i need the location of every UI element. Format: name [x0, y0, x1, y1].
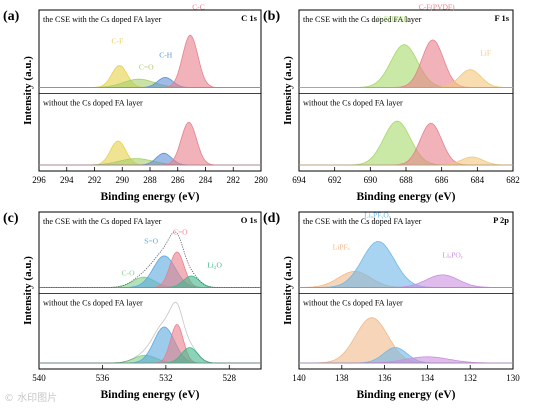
peak-c-f-tfsi--row2	[299, 120, 513, 166]
x-tick-label: 684	[471, 175, 485, 185]
plot-frame	[38, 211, 262, 370]
peak-c-h-row2	[39, 152, 261, 166]
panel-label: (a)	[3, 9, 20, 24]
x-tick-label: 138	[335, 373, 349, 383]
y-axis-label: Intensity (a.u.)	[282, 256, 294, 325]
peak-s-o-row2	[39, 326, 261, 364]
chart-panel-3: the CSE with the Cs doped FA layer withou…	[3, 211, 262, 401]
x-tick-label: 282	[227, 175, 241, 185]
panel-label: (b)	[263, 9, 280, 24]
row-label: without the Cs doped FA layer	[43, 299, 143, 308]
element-label: F 1s	[494, 13, 509, 23]
row-label: without the Cs doped FA layer	[303, 99, 403, 108]
envelope-row1	[39, 231, 261, 288]
x-axis-label: Binding energy (eV)	[100, 389, 199, 401]
x-tick-label: 292	[88, 175, 102, 185]
row-label: without the Cs doped FA layer	[303, 299, 403, 308]
peak-annotation: LiF	[480, 49, 491, 58]
x-axis-label: Binding energy (eV)	[100, 191, 199, 203]
x-tick-label: 286	[171, 175, 185, 185]
x-tick-label: 532	[159, 373, 173, 383]
x-tick-label: 130	[506, 373, 520, 383]
peak-annotation: LiₓPFᵧOₓ	[364, 211, 392, 221]
y-axis-label: Intensity (a.u.)	[22, 56, 34, 125]
peak-annotation: LiPFₓ	[333, 243, 351, 252]
x-tick-label: 288	[143, 175, 157, 185]
peak-annotation: C-H	[159, 51, 173, 60]
x-tick-label: 132	[463, 373, 477, 383]
x-tick-label: 284	[199, 175, 213, 185]
x-tick-label: 280	[254, 175, 268, 185]
x-tick-label: 692	[328, 175, 342, 185]
peak-annotation: LiₓPOᵧ	[442, 251, 462, 261]
peak-c-c-row1	[39, 34, 261, 88]
x-tick-label: 296	[32, 175, 46, 185]
peak-annotation: C=O	[139, 63, 154, 72]
peak-c-c-row2	[39, 121, 261, 166]
peak-annotation: C-C	[192, 3, 205, 12]
panel-label: (d)	[263, 211, 280, 226]
row-label: the CSE with the Cs doped FA layer	[303, 15, 422, 24]
row-label: the CSE with the Cs doped FA layer	[43, 15, 162, 24]
plot-frame	[38, 9, 262, 172]
x-tick-label: 540	[32, 373, 46, 383]
x-tick-label: 686	[435, 175, 449, 185]
chart-panel-4: the CSE with the Cs doped FA layer withou…	[263, 211, 520, 402]
peak-annotation: Li₂O	[207, 261, 222, 270]
x-tick-label: 694	[292, 175, 306, 185]
chart-panel-1: the CSE with the Cs doped FA layer withou…	[3, 3, 268, 204]
element-label: O 1s	[241, 215, 258, 225]
peak-annotation: C-O	[122, 269, 135, 278]
x-axis-label: Binding energy (eV)	[356, 191, 455, 203]
peak-annotation: C-F(PVDF)	[419, 3, 455, 12]
peak-annotation: S=O	[144, 237, 158, 246]
row-label: the CSE with the Cs doped FA layer	[303, 217, 422, 226]
x-tick-label: 140	[292, 373, 306, 383]
watermark: © 水印图片	[4, 393, 58, 404]
x-tick-label: 536	[96, 373, 110, 383]
element-label: P 2p	[493, 215, 509, 225]
peak-annotation: C-F(TFSI)	[376, 15, 409, 24]
x-tick-label: 136	[378, 373, 392, 383]
y-axis-label: Intensity (a.u.)	[282, 56, 294, 125]
peak-s-o-row1	[39, 255, 261, 288]
x-tick-label: 134	[421, 373, 435, 383]
row-label: without the Cs doped FA layer	[43, 99, 143, 108]
peak-annotation: C-F	[111, 37, 123, 46]
row-label: the CSE with the Cs doped FA layer	[43, 217, 162, 226]
peak-annotation: C=O	[173, 228, 188, 237]
plot-frame	[298, 211, 514, 370]
x-tick-label: 290	[116, 175, 130, 185]
peak-lixpfyoz-row1	[299, 241, 513, 288]
x-tick-label: 690	[364, 175, 378, 185]
x-tick-label: 294	[60, 175, 74, 185]
x-tick-label: 688	[399, 175, 413, 185]
panel-label: (c)	[3, 211, 19, 226]
x-tick-label: 528	[223, 373, 237, 383]
element-label: C 1s	[241, 13, 258, 23]
chart-panel-2: the CSE with the Cs doped FA layer withou…	[263, 3, 520, 204]
x-axis-label: Binding energy (eV)	[356, 389, 455, 401]
envelope-row2	[39, 301, 261, 364]
y-axis-label: Intensity (a.u.)	[22, 256, 34, 325]
x-tick-label: 682	[506, 175, 520, 185]
